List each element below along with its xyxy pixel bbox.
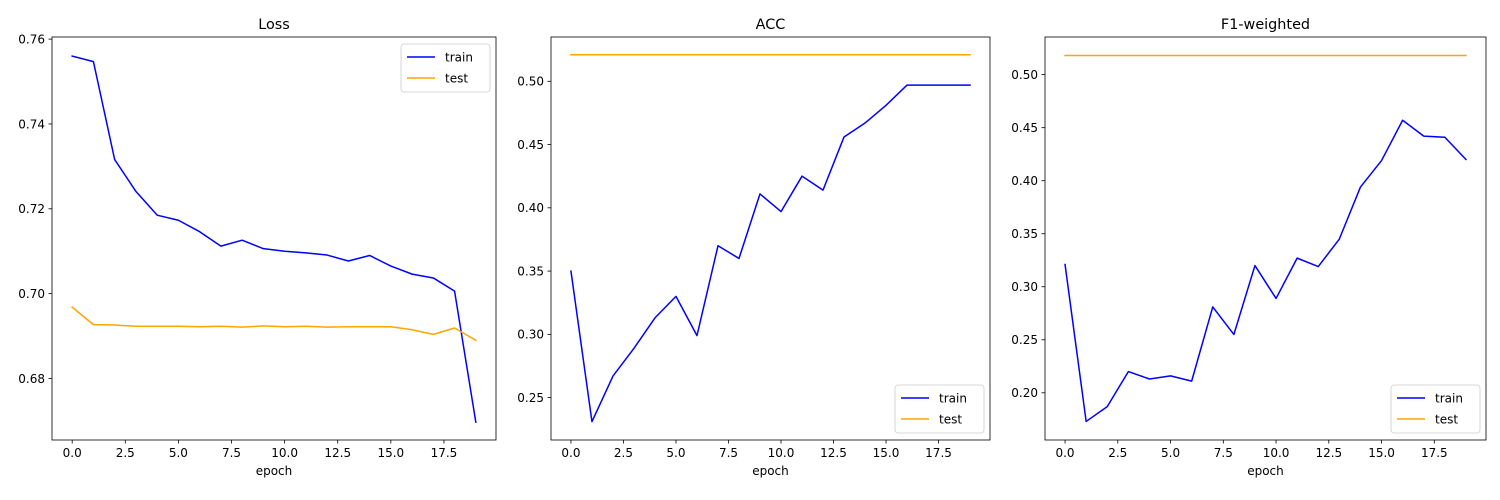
legend: train test — [894, 384, 985, 434]
plot-frame — [550, 36, 991, 441]
x-tick-label: 2.5 — [1108, 446, 1127, 460]
x-tick-label: 0.0 — [63, 446, 82, 460]
chart-1: Loss 0.0 2.5 5.0 7.5 10.0 12.5 15.0 17.5 0.68 0.70… — [18, 17, 497, 478]
legend-label: train — [1435, 391, 1463, 405]
legend: train test — [400, 43, 491, 93]
chart-2: ACC 0.0 2.5 5.0 7.5 10.0 12.5 15.0 17.5 0.25 0.30 0… — [517, 17, 991, 478]
x-tick-label: 15.0 — [873, 446, 900, 460]
y-tick-label: 0.40 — [1011, 174, 1038, 188]
y-tick-label: 0.70 — [18, 287, 45, 301]
chart-title: ACC — [756, 17, 786, 33]
x-tick-label: 7.5 — [222, 446, 241, 460]
chart-title: Loss — [258, 17, 290, 33]
chart-3: F1-weighted 0.0 2.5 5.0 7.5 10.0 12.5 15.0 17.5 0… — [1011, 17, 1487, 478]
x-tick-label: 17.5 — [431, 446, 458, 460]
legend: train test — [1390, 384, 1481, 434]
x-axis-label: epoch — [256, 464, 293, 478]
y-tick-label: 0.30 — [1011, 280, 1038, 294]
x-tick-label: 5.0 — [1161, 446, 1180, 460]
y-tick-label: 0.25 — [1011, 333, 1038, 347]
y-tick-label: 0.35 — [1011, 227, 1038, 241]
x-tick-label: 2.5 — [116, 446, 135, 460]
legend-label: test — [445, 71, 468, 85]
plot-frame — [1044, 36, 1487, 441]
y-tick-label: 0.45 — [517, 138, 544, 152]
series-line-train — [71, 55, 477, 424]
x-tick-label: 17.5 — [1421, 446, 1448, 460]
legend-label: train — [445, 50, 473, 64]
x-tick-label: 7.5 — [1214, 446, 1233, 460]
x-tick-label: 12.5 — [324, 446, 351, 460]
y-tick-label: 0.50 — [1011, 68, 1038, 82]
x-tick-label: 12.5 — [1315, 446, 1342, 460]
x-tick-label: 0.0 — [561, 446, 580, 460]
legend-box — [894, 384, 985, 434]
legend-box — [1390, 384, 1481, 434]
x-tick-label: 5.0 — [666, 446, 685, 460]
y-tick-label: 0.30 — [517, 328, 544, 342]
x-tick-label: 5.0 — [169, 446, 188, 460]
chart-title: F1-weighted — [1221, 17, 1310, 33]
y-tick-label: 0.50 — [517, 75, 544, 89]
y-tick-label: 0.45 — [1011, 121, 1038, 135]
y-tick-label: 0.76 — [18, 32, 45, 46]
y-tick-label: 0.25 — [517, 391, 544, 405]
y-tick-label: 0.68 — [18, 372, 45, 386]
x-tick-label: 17.5 — [925, 446, 952, 460]
plot-frame — [51, 36, 497, 441]
series-line-train — [570, 84, 971, 423]
x-tick-label: 7.5 — [719, 446, 738, 460]
x-tick-label: 15.0 — [1368, 446, 1395, 460]
y-tick-label: 0.35 — [517, 264, 544, 278]
series-line-train — [1064, 119, 1468, 423]
x-tick-label: 10.0 — [271, 446, 298, 460]
x-tick-label: 2.5 — [614, 446, 633, 460]
x-tick-label: 10.0 — [1263, 446, 1290, 460]
x-axis-label: epoch — [1247, 464, 1284, 478]
series-line-test — [71, 306, 477, 342]
legend-box — [400, 43, 491, 93]
x-tick-label: 15.0 — [377, 446, 404, 460]
x-axis-label: epoch — [752, 464, 789, 478]
y-tick-label: 0.72 — [18, 202, 45, 216]
x-tick-label: 0.0 — [1055, 446, 1074, 460]
legend-label: test — [939, 412, 962, 426]
x-tick-label: 10.0 — [768, 446, 795, 460]
y-tick-label: 0.40 — [517, 201, 544, 215]
legend-label: train — [939, 391, 967, 405]
legend-label: test — [1435, 412, 1458, 426]
x-tick-label: 12.5 — [820, 446, 847, 460]
y-tick-label: 0.20 — [1011, 386, 1038, 400]
y-tick-label: 0.74 — [18, 117, 45, 131]
